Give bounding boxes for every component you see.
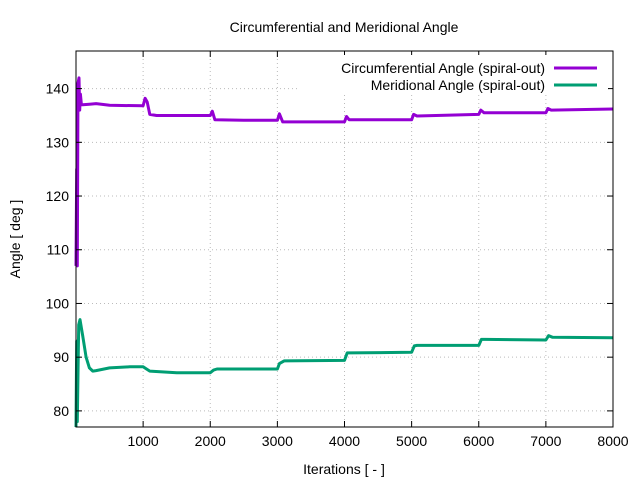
x-tick-label: 1000	[128, 433, 159, 449]
y-tick-label: 140	[46, 81, 70, 97]
y-tick-label: 130	[46, 134, 70, 150]
x-tick-label: 2000	[195, 433, 226, 449]
y-tick-label: 90	[53, 349, 69, 365]
x-axis-label: Iterations [ - ]	[303, 461, 385, 477]
y-tick-label: 110	[47, 242, 70, 258]
x-tick-label: 7000	[530, 433, 561, 449]
legend-label-0: Circumferential Angle (spiral-out)	[341, 60, 545, 76]
y-axis-label: Angle [ deg ]	[7, 200, 23, 279]
series-line-1	[74, 318, 614, 428]
legend-background	[300, 55, 608, 95]
chart-title: Circumferential and Meridional Angle	[230, 19, 459, 35]
x-tick-label: 8000	[597, 433, 628, 449]
x-tick-label: 3000	[262, 433, 293, 449]
y-tick-label: 120	[46, 188, 70, 204]
x-tick-label: 5000	[396, 433, 427, 449]
y-tick-label: 100	[46, 295, 70, 311]
series-group	[74, 76, 614, 428]
x-tick-label: 4000	[329, 433, 360, 449]
y-tick-label: 80	[53, 403, 69, 419]
x-tick-label: 6000	[463, 433, 494, 449]
legend-label-1: Meridional Angle (spiral-out)	[371, 77, 545, 93]
ticks: 1000 2000 3000 4000 5000 6000 7000 8000 80 90 100 1…	[46, 51, 629, 449]
series-line-0	[74, 76, 614, 268]
legend: Circumferential Angle (spiral-out) Merid…	[300, 55, 608, 95]
